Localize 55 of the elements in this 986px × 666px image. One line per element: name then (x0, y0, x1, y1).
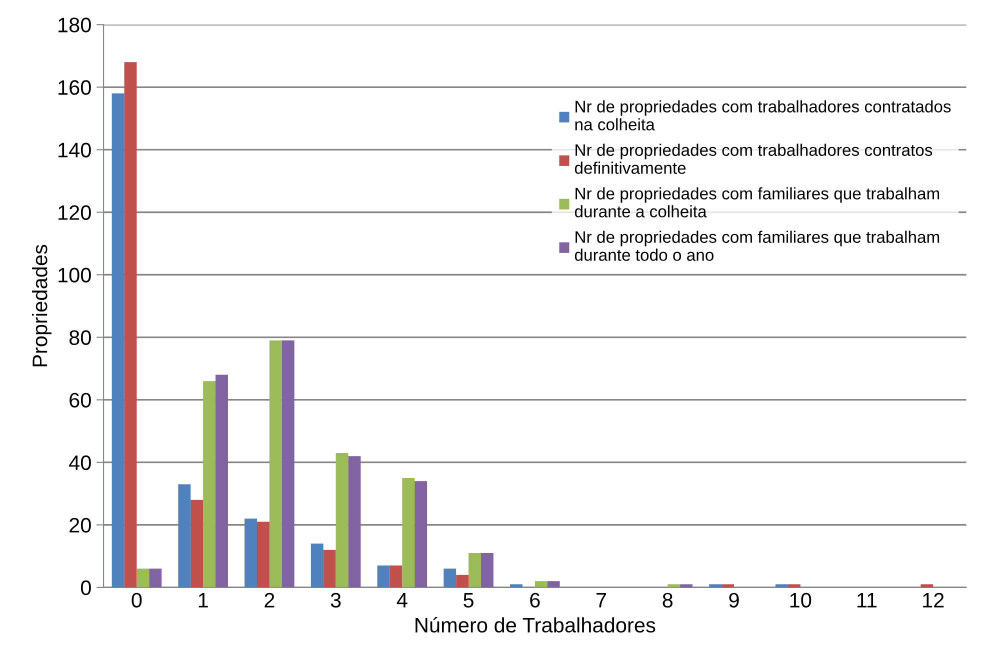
bar (456, 574, 469, 588)
y-tick-label: 40 (69, 455, 91, 470)
y-tick-label: 0 (80, 580, 91, 596)
y-tick-label: 20 (70, 518, 91, 533)
bar (244, 518, 257, 588)
bar (534, 581, 548, 588)
y-tick-label: 140 (58, 142, 91, 158)
bar (257, 522, 270, 588)
bar (402, 478, 415, 588)
x-tick-label: 8 (662, 592, 673, 608)
legend-label: Nr de propriedades com familiares que trabalham durante a colheita (574, 187, 940, 218)
x-tick-label: 1 (198, 593, 208, 608)
bar (124, 62, 137, 588)
bar (203, 381, 216, 588)
bar (480, 553, 494, 588)
x-tick-label: 5 (464, 593, 474, 608)
x-tick-label: 9 (729, 592, 739, 608)
bar (468, 553, 481, 588)
y-axis-title: Propriedades (32, 244, 52, 366)
x-tick-label: 10 (790, 592, 812, 608)
bar (269, 340, 282, 588)
bar (136, 568, 150, 588)
x-axis-title: Número de Trabalhadores (416, 617, 656, 633)
bar (377, 566, 390, 588)
bar (336, 452, 348, 588)
bar (112, 93, 124, 588)
legend-label: Nr de propriedades com trabalhadores contratos definitivamente (574, 144, 932, 174)
bar (414, 481, 428, 588)
x-tick-label: 3 (330, 592, 341, 608)
x-tick-label: 12 (923, 592, 944, 608)
y-tick-label: 160 (58, 80, 91, 95)
y-tick-label: 180 (58, 18, 91, 32)
bar (348, 456, 361, 588)
bar (310, 544, 324, 588)
x-tick-label: 0 (132, 592, 142, 608)
x-tick-label: 7 (596, 593, 606, 608)
x-tick-label: 2 (264, 592, 274, 608)
y-tick-label: 60 (70, 392, 91, 408)
x-tick-label: 4 (396, 593, 408, 608)
bar (547, 581, 560, 588)
y-tick-label: 100 (58, 268, 91, 283)
x-tick-label: 11 (858, 593, 877, 608)
bar (216, 374, 228, 588)
legend-label: Nr de propriedades com familiares que trabalham durante todo o ano (574, 230, 940, 261)
x-tick-label: 6 (530, 592, 540, 608)
bar (444, 568, 456, 588)
y-tick-label: 120 (58, 205, 91, 220)
bar (323, 550, 336, 588)
legend-label: Nr de propriedades com trabalhadores contratados na colheita (575, 100, 951, 130)
y-tick-label: 80 (69, 330, 91, 346)
bar (149, 568, 162, 588)
bar (282, 340, 294, 588)
bar (190, 500, 204, 588)
bar (390, 566, 402, 588)
bar (178, 484, 191, 588)
